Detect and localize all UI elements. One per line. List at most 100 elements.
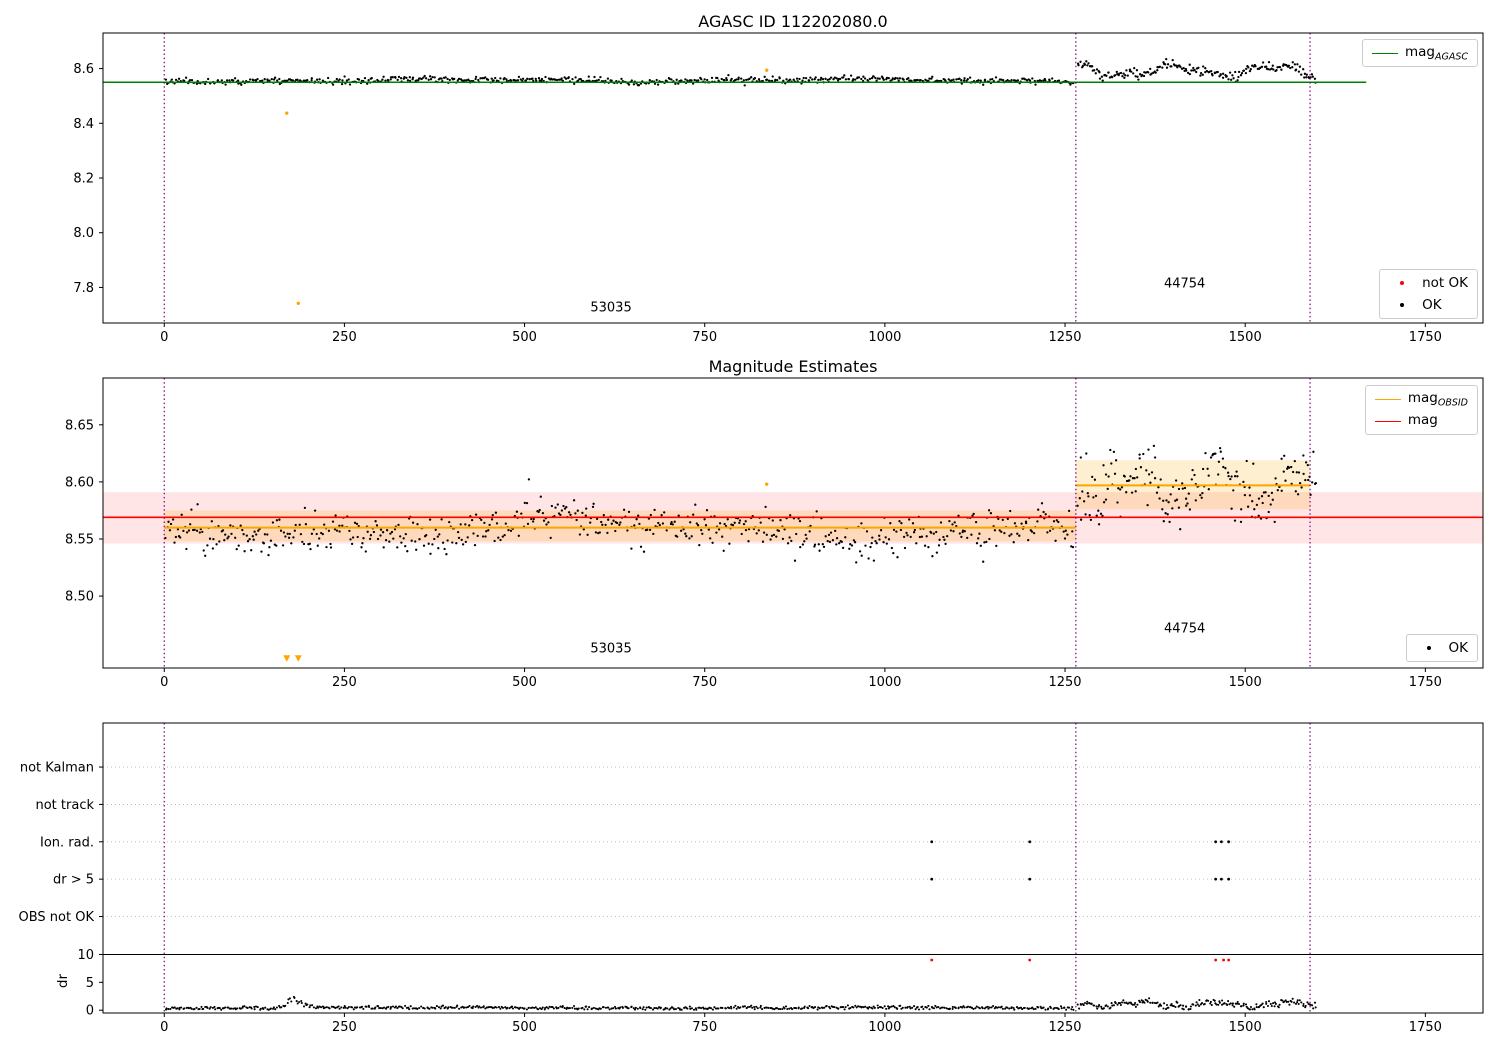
plot3-dr-notok-point <box>930 958 934 962</box>
plot1-obsid-annotation: 44754 <box>1164 276 1205 291</box>
legend-label-ok: OK <box>1422 297 1442 313</box>
legend-label-mag: mag <box>1407 411 1438 428</box>
plot3-frame <box>102 722 1484 1014</box>
legend-item-mag-obsid: magOBSID <box>1374 388 1468 410</box>
svg-text:0: 0 <box>86 1004 94 1019</box>
svg-text:7.8: 7.8 <box>73 281 94 296</box>
svg-text:1000: 1000 <box>868 675 901 690</box>
orange-line-sample-icon <box>1374 398 1401 400</box>
legend-item-ok: OK <box>1389 294 1468 316</box>
plot3-flag-point <box>1227 840 1231 844</box>
plot2-outlier-point <box>764 482 769 486</box>
plot3-flag-point <box>930 877 934 881</box>
plot2-obsid-annotation: 53035 <box>590 642 631 657</box>
plot3-flag-point <box>1214 840 1218 844</box>
svg-text:OBS not OK: OBS not OK <box>19 910 95 925</box>
plot3-dr-notok-point <box>1028 958 1032 962</box>
svg-text:1750: 1750 <box>1409 1020 1442 1035</box>
plot3-flag-point <box>1214 877 1218 881</box>
legend-label-ok: OK <box>1448 640 1468 656</box>
plot3-ylabel: dr <box>55 973 71 989</box>
plot2-title: Magnitude Estimates <box>708 357 878 376</box>
plot1-legend-ok-notok: not OK OK <box>1379 269 1478 319</box>
svg-text:1250: 1250 <box>1048 330 1081 345</box>
plot1-y-axis-ticks: 7.8 8.0 8.2 8.4 8.6 <box>73 62 103 296</box>
svg-text:1000: 1000 <box>868 330 901 345</box>
plot2-clipped-outlier-triangle-icon <box>283 655 291 662</box>
svg-text:500: 500 <box>512 675 537 690</box>
plot3-dr-notok-point <box>1222 958 1225 962</box>
svg-text:8.60: 8.60 <box>65 475 94 490</box>
plot2-uncertainty-band <box>164 510 1076 542</box>
svg-text:dr > 5: dr > 5 <box>53 873 94 888</box>
svg-text:8.6: 8.6 <box>73 62 94 77</box>
plot1-outlier-point <box>285 111 289 115</box>
plot1-legend-mag-agasc: magAGASC <box>1361 39 1478 67</box>
plot3-content <box>103 723 1483 1013</box>
plot2-x-axis-ticks: 0 250 500 750 1000 1250 1500 1750 <box>160 668 1442 690</box>
svg-text:1500: 1500 <box>1229 330 1262 345</box>
svg-text:0: 0 <box>160 675 168 690</box>
svg-text:8.50: 8.50 <box>65 590 94 605</box>
plot2-clipped-outlier-triangle-icon <box>294 655 302 662</box>
svg-text:1250: 1250 <box>1048 675 1081 690</box>
svg-text:1500: 1500 <box>1229 675 1262 690</box>
legend-label-mag-agasc: magAGASC <box>1404 43 1468 63</box>
legend-label-mag-obsid: magOBSID <box>1407 389 1468 409</box>
plot3-y-axis-ticks: not Kalman not track Ion. rad. dr > 5 OBS no… <box>19 761 103 1019</box>
svg-text:not Kalman: not Kalman <box>20 761 94 776</box>
svg-text:10: 10 <box>77 948 94 963</box>
black-dot-sample-icon <box>1416 646 1442 650</box>
plot3-x-axis-ticks: 0 250 500 750 1000 1250 1500 1750 <box>160 1013 1442 1035</box>
plot3-flag-point <box>930 840 934 844</box>
plot3-flag-point <box>1220 840 1223 844</box>
svg-text:8.55: 8.55 <box>65 532 94 547</box>
svg-text:750: 750 <box>692 675 717 690</box>
svg-text:not track: not track <box>35 798 94 813</box>
svg-text:8.4: 8.4 <box>73 117 94 132</box>
svg-text:8.65: 8.65 <box>65 418 94 433</box>
svg-text:250: 250 <box>332 1020 357 1035</box>
svg-text:500: 500 <box>512 330 537 345</box>
plot3-dr-points <box>165 995 1317 1011</box>
svg-text:1500: 1500 <box>1229 1020 1262 1035</box>
plot1-content: 53035 44754 <box>103 33 1367 323</box>
plot1-title: AGASC ID 112202080.0 <box>698 12 888 31</box>
svg-text:8.2: 8.2 <box>73 172 94 187</box>
plot1-outlier-point <box>296 301 300 306</box>
plot3-flag-point <box>1227 877 1231 881</box>
legend-item-mag: mag <box>1374 410 1468 432</box>
svg-text:500: 500 <box>512 1020 537 1035</box>
plot2-y-axis-ticks: 8.50 8.55 8.60 8.65 <box>65 418 103 605</box>
plot2-ok-points <box>164 444 1318 564</box>
svg-text:8.0: 8.0 <box>73 226 94 241</box>
plot3-flag-point <box>1028 840 1032 844</box>
plot2-legend-lines: magOBSID mag <box>1364 385 1478 435</box>
plot2-content: 53035 44754 <box>103 378 1483 668</box>
plot1-obsid-annotation: 53035 <box>590 301 631 316</box>
legend-item-mag-agasc: magAGASC <box>1371 42 1468 64</box>
red-dot-sample-icon <box>1389 281 1415 285</box>
plot1-frame <box>102 32 1484 324</box>
plot2-obsid-annotation: 44754 <box>1164 622 1205 637</box>
plot1-outlier-point <box>764 68 769 72</box>
legend-item-ok: OK <box>1416 637 1468 659</box>
svg-text:250: 250 <box>332 330 357 345</box>
plot1-x-axis-ticks: 0 250 500 750 1000 1250 1500 1750 <box>160 323 1442 345</box>
plot3-dr-notok-point <box>1214 958 1218 962</box>
black-dot-sample-icon <box>1389 303 1415 307</box>
plot2-frame <box>102 377 1484 669</box>
svg-text:0: 0 <box>160 330 168 345</box>
svg-text:5: 5 <box>86 976 94 991</box>
plot3-dr-notok-point <box>1227 958 1231 962</box>
svg-text:750: 750 <box>692 330 717 345</box>
svg-text:1250: 1250 <box>1048 1020 1081 1035</box>
legend-item-not-ok: not OK <box>1389 272 1468 294</box>
svg-text:1750: 1750 <box>1409 330 1442 345</box>
plot2-legend-ok: OK <box>1405 634 1478 662</box>
green-line-sample-icon <box>1371 52 1398 54</box>
svg-text:Ion. rad.: Ion. rad. <box>40 835 94 850</box>
plot3-flag-point <box>1028 877 1032 881</box>
